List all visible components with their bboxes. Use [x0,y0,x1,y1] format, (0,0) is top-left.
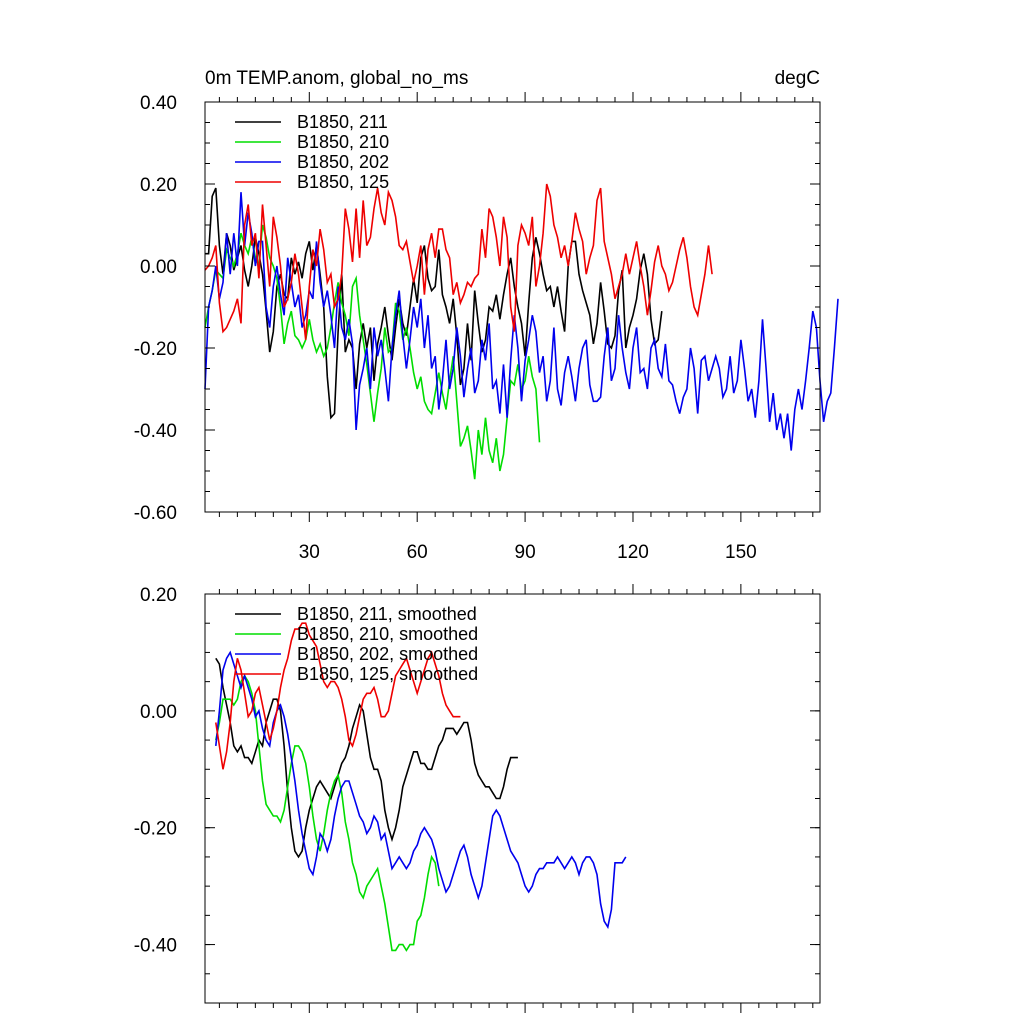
y-tick-label: 0.20 [140,175,177,196]
y-tick-label: 0.00 [140,257,177,278]
legend-label-1: B1850, 211, smoothed [297,604,477,624]
x-tick-label: 90 [515,542,536,563]
chart-title: 0m TEMP.anom, global_no_ms [205,68,468,89]
y-tick-label: -0.40 [134,421,177,442]
y-tick-label: -0.20 [134,339,177,360]
legend-label-1: B1850, 211 [297,112,388,132]
series-line-3 [215,650,627,930]
y-tick-label: -0.40 [134,936,177,957]
series-line-2 [215,674,440,952]
chart-units: degC [775,68,820,89]
x-tick-label: 60 [407,542,428,563]
x-tick-label: 150 [725,542,757,563]
top-panel: -0.60 -0.40 -0.20 0.00 0.20 0.40 30 60 90 120 150 B… [134,92,839,563]
x-tick-label: 120 [617,542,649,563]
legend-label-2: B1850, 210, smoothed [297,624,478,644]
legend-label-3: B1850, 202, smoothed [297,644,478,664]
series-line-4 [204,183,713,340]
legend-label-4: B1850, 125, smoothed [297,664,478,684]
y-tick-label: 0.20 [140,585,177,606]
y-tick-label: 0.40 [140,93,177,114]
y-tick-label: -0.20 [134,819,177,840]
legend-label-4: B1850, 125 [297,172,389,192]
y-tick-label: 0.00 [140,702,177,723]
x-tick-label: 30 [299,542,320,563]
y-tick-label: -0.60 [134,503,177,524]
legend-label-3: B1850, 202 [297,152,389,172]
series-line-1 [215,657,518,859]
legend-label-2: B1850, 210 [297,132,389,152]
series-line-3 [204,192,839,451]
series-line-4 [215,622,461,770]
